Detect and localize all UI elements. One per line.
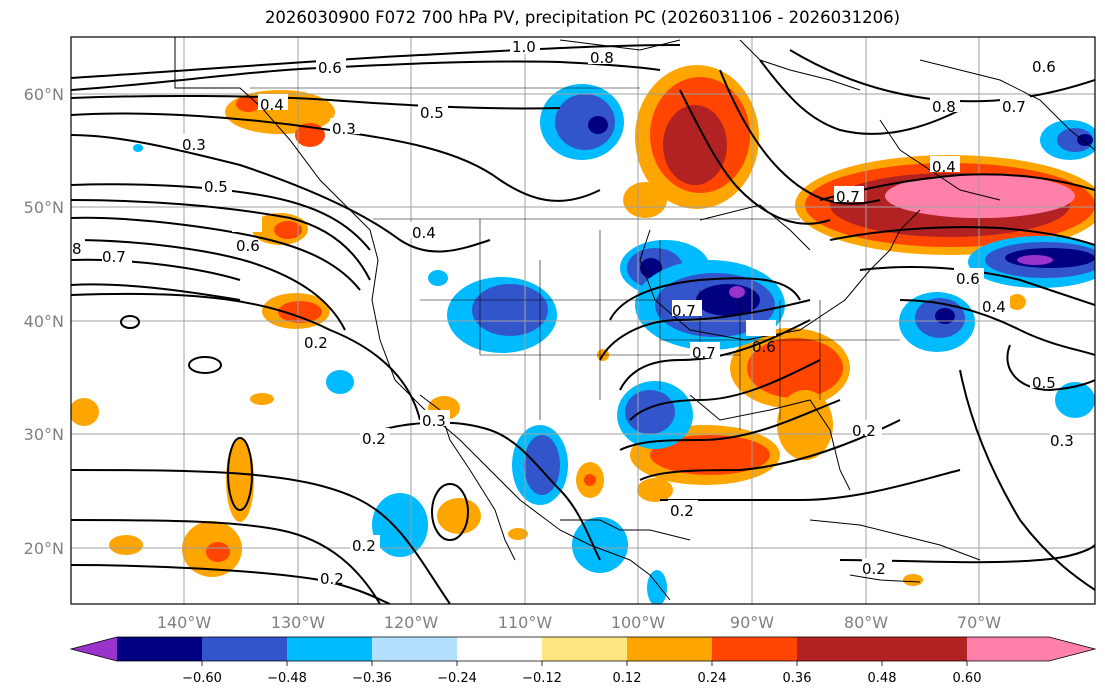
- contour-label: 0.4: [932, 158, 956, 176]
- contour-label: 0.2: [862, 560, 886, 578]
- contour-label: 0.7: [836, 188, 860, 206]
- lon-label-100: 100°W: [611, 613, 666, 632]
- lon-label-110: 110°W: [498, 613, 553, 632]
- contour-label: 0.2: [320, 570, 344, 588]
- contour-label: 0.6: [956, 270, 980, 288]
- colorbar-segment: [117, 637, 202, 661]
- contour-label: 0.2: [362, 430, 386, 448]
- lat-label-40: 40°N: [24, 312, 64, 331]
- lat-label-20: 20°N: [24, 539, 64, 558]
- lon-label-120: 120°W: [384, 613, 439, 632]
- contour-label: 0.7: [692, 344, 716, 362]
- contour-label: 0.2: [352, 537, 376, 555]
- contour-label: 1.0: [512, 38, 536, 56]
- contour-label: 0.6: [236, 237, 260, 255]
- colorbar-segment: [712, 637, 797, 661]
- contour-label: 0.6: [1032, 58, 1056, 76]
- lon-label-80: 80°W: [844, 613, 888, 632]
- colorbar-segment: [797, 637, 882, 661]
- contour-label: 0.7: [672, 302, 696, 320]
- pv-contours: [71, 44, 1095, 604]
- contour-label: 0.4: [260, 96, 284, 114]
- colorbar-tick-label: −0.36: [352, 671, 392, 686]
- colorbar-ticks: [201, 661, 968, 666]
- colorbar-segment: [287, 637, 372, 661]
- contour-label: 0.8: [932, 98, 956, 116]
- colorbar-tick-label: 0.12: [613, 671, 642, 686]
- contour-label: 0.6: [318, 59, 342, 77]
- contour-label: 0.2: [670, 502, 694, 520]
- lon-label-130: 130°W: [271, 613, 326, 632]
- contour-label: 0.3: [182, 136, 206, 154]
- contour-labels: 1.0 0.8 0.6 0.6 0.5 0.4 0.3 0.3 0.5 0.7 …: [71, 38, 1074, 588]
- contour-label: 0.4: [412, 224, 436, 242]
- contour-label: 0.4: [982, 298, 1006, 316]
- lon-label-140: 140°W: [157, 613, 212, 632]
- contour-label: 0.3: [332, 120, 356, 138]
- graticule: [71, 37, 1095, 604]
- lat-label-60: 60°N: [24, 85, 64, 104]
- colorbar-segment: [627, 637, 712, 661]
- colorbar-segment: [882, 637, 967, 661]
- colorbar-tick-label: −0.60: [182, 671, 222, 686]
- contour-label: 0.3: [1050, 432, 1074, 450]
- contour-label: 0.6: [752, 338, 776, 356]
- latitude-labels: 60°N 50°N 40°N 30°N 20°N: [24, 85, 64, 558]
- map-frame: [70, 36, 1096, 605]
- colorbar-extend-high: [1049, 637, 1095, 661]
- lon-label-90: 90°W: [730, 613, 774, 632]
- lat-label-50: 50°N: [24, 198, 64, 217]
- contour-label: 0.7: [1002, 98, 1026, 116]
- colorbar-tick-label: 0.48: [868, 671, 897, 686]
- longitude-labels: 140°W 130°W 120°W 110°W 100°W 90°W 80°W …: [157, 613, 1001, 632]
- contour-label: 0.2: [304, 334, 328, 352]
- contour-label: 0.5: [204, 178, 228, 196]
- colorbar-segment: [202, 637, 287, 661]
- colorbar-tick-label: −0.12: [522, 671, 562, 686]
- contour-label: 8: [72, 240, 82, 258]
- colorbar-tick-label: −0.24: [437, 671, 477, 686]
- colorbar-tick-label: 0.36: [783, 671, 812, 686]
- colorbar-segment: [542, 637, 627, 661]
- colorbar-tick-label: 0.60: [953, 671, 982, 686]
- colorbar: −0.60 −0.48 −0.36 −0.24 −0.12 0.12 0.24 …: [69, 636, 1097, 686]
- contour-label: 0.7: [102, 248, 126, 266]
- contour-label: 0.3: [422, 412, 446, 430]
- state-borders: [250, 87, 900, 430]
- colorbar-segment: [372, 637, 457, 661]
- lon-label-70: 70°W: [957, 613, 1001, 632]
- colorbar-extend-low: [71, 637, 117, 661]
- contour-label: 0.5: [420, 104, 444, 122]
- colorbar-segment: [457, 637, 542, 661]
- colorbar-tick-label: −0.48: [267, 671, 307, 686]
- contour-label: 0.2: [852, 422, 876, 440]
- contour-label: 0.8: [590, 49, 614, 67]
- contour-label: 0.5: [1032, 374, 1056, 392]
- lat-label-30: 30°N: [24, 425, 64, 444]
- map-title: 2026030900 F072 700 hPa PV, precipitatio…: [264, 8, 901, 27]
- colorbar-segment: [967, 637, 1049, 661]
- colorbar-tick-label: 0.24: [698, 671, 727, 686]
